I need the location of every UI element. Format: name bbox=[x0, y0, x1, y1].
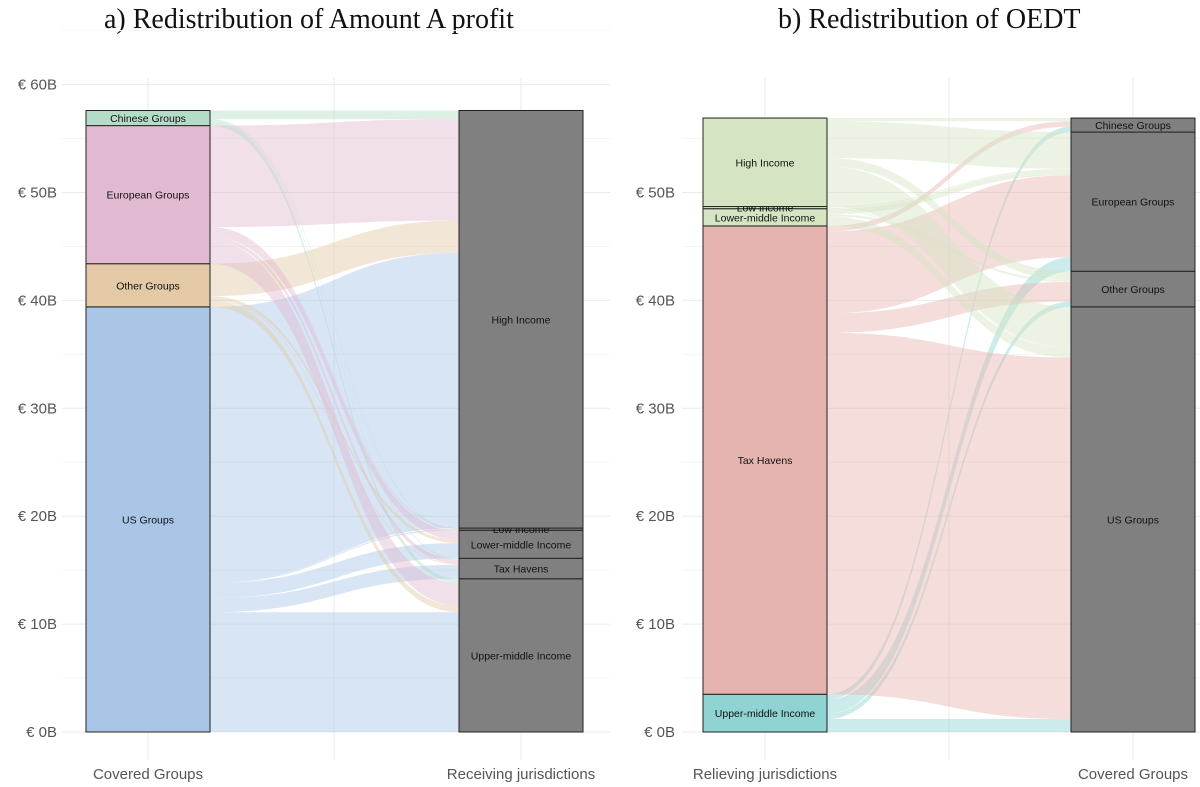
flow-other-groups-to-high-income bbox=[210, 220, 459, 297]
flow-us-groups-to-low-income bbox=[210, 529, 459, 584]
node-label-lower-middle-income: Lower-middle Income bbox=[471, 539, 572, 551]
node-label-chinese-groups: Chinese Groups bbox=[110, 113, 186, 125]
flow-other-groups-to-upper-middle-income bbox=[210, 300, 459, 613]
node-label-chinese-groups: Chinese Groups bbox=[1095, 120, 1171, 132]
flow-us-groups-to-high-income bbox=[210, 252, 459, 583]
node-label-us-groups: US Groups bbox=[122, 514, 174, 526]
node-high-income bbox=[458, 109, 584, 529]
node-high-income bbox=[702, 117, 828, 208]
flow-chinese-groups-to-upper-middle-income bbox=[210, 121, 459, 584]
y-tick-label: € 60B bbox=[18, 77, 57, 94]
node-label-tax-havens: Tax Havens bbox=[738, 455, 793, 467]
node-chinese-groups bbox=[85, 109, 211, 127]
chart-title-b: b) Redistribution of OEDT bbox=[778, 4, 1081, 35]
node-label-european-groups: European Groups bbox=[107, 190, 190, 202]
flow-high-income-to-european-groups bbox=[827, 121, 1071, 169]
flow-european-groups-to-low-income bbox=[210, 227, 459, 530]
node-label-european-groups: European Groups bbox=[1092, 197, 1175, 209]
y-tick-label: € 50B bbox=[18, 185, 57, 202]
node-chinese-groups bbox=[1070, 117, 1196, 133]
y-tick-label: € 50B bbox=[636, 185, 675, 202]
y-tick-label: € 10B bbox=[18, 616, 57, 633]
flow-chinese-groups-to-tax-havens bbox=[210, 120, 459, 560]
flow-tax-havens-to-us-groups bbox=[827, 332, 1071, 720]
flow-us-groups-to-tax-havens bbox=[210, 564, 459, 613]
flow-low-income-to-us-groups bbox=[827, 207, 1071, 348]
flow-european-groups-to-high-income bbox=[210, 119, 459, 228]
right-nodes: US Groups Other Groups European Groups Chin… bbox=[1070, 117, 1196, 733]
node-label-upper-middle-income: Upper-middle Income bbox=[715, 708, 816, 720]
node-label-upper-middle-income: Upper-middle Income bbox=[471, 650, 572, 662]
node-us-groups bbox=[85, 306, 211, 733]
flow-low-income-to-european-groups bbox=[827, 168, 1071, 208]
flow-high-income-to-other-groups bbox=[827, 157, 1071, 280]
chart-title-a: a) Redistribution of Amount A profit bbox=[104, 4, 514, 35]
flow-tax-havens-to-european-groups bbox=[827, 175, 1071, 314]
node-label-high-income: High Income bbox=[736, 157, 795, 169]
flow-upper-middle-income-to-other-groups bbox=[827, 301, 1071, 720]
y-tick-label: € 20B bbox=[636, 508, 675, 525]
flow-other-groups-to-lower-middle-income bbox=[210, 296, 459, 544]
flow-upper-middle-income-to-us-groups bbox=[827, 719, 1071, 732]
panel-a-sankey: € 0B € 10B € 20B € 30B € 40B € 50B € 60B Covere… bbox=[18, 30, 610, 783]
node-other-groups bbox=[1070, 270, 1196, 308]
flow-high-income-to-us-groups bbox=[827, 166, 1071, 347]
node-label-lower-middle-income: Lower-middle Income bbox=[715, 212, 816, 224]
y-tick-label: € 10B bbox=[636, 616, 675, 633]
flow-chinese-groups-to-high-income bbox=[210, 110, 459, 120]
flow-european-groups-to-lower-middle-income bbox=[210, 228, 459, 540]
flow-lower-middle-income-to-other-groups bbox=[827, 214, 1071, 283]
y-tick-label: € 40B bbox=[636, 292, 675, 309]
x-category-label: Receiving jurisdictions bbox=[447, 766, 595, 783]
flow-upper-middle-income-to-chinese-groups bbox=[827, 126, 1071, 700]
node-us-groups bbox=[1070, 306, 1196, 733]
panel-b-sankey: € 0B € 10B € 20B € 30B € 40B € 50B Relieving j… bbox=[636, 78, 1200, 783]
left-nodes: Upper-middle Income Tax Havens Lower-middl… bbox=[702, 117, 828, 733]
flow-upper-middle-income-to-european-groups bbox=[827, 257, 1071, 714]
node-tax-havens bbox=[702, 225, 828, 695]
right-nodes: Upper-middle Income Tax Havens Lower-middl… bbox=[458, 109, 584, 733]
flows bbox=[827, 118, 1071, 732]
node-european-groups bbox=[85, 125, 211, 265]
flow-other-groups-to-tax-havens bbox=[210, 299, 459, 565]
flow-us-groups-to-upper-middle-income bbox=[210, 612, 459, 732]
flow-lower-middle-income-to-us-groups bbox=[827, 216, 1071, 358]
y-tick-label: € 0B bbox=[26, 724, 57, 741]
node-lower-middle-income bbox=[458, 529, 584, 559]
flow-high-income-to-chinese-groups bbox=[827, 118, 1071, 122]
x-category-label: Covered Groups bbox=[93, 766, 203, 783]
y-tick-label: € 30B bbox=[636, 400, 675, 417]
node-label-high-income: High Income bbox=[492, 314, 551, 326]
node-upper-middle-income bbox=[458, 578, 584, 733]
node-label-other-groups: Other Groups bbox=[116, 280, 180, 292]
left-nodes: US Groups Other Groups European Groups Chin… bbox=[85, 109, 211, 733]
flow-lower-middle-income-to-european-groups bbox=[827, 169, 1071, 215]
x-category-label: Relieving jurisdictions bbox=[693, 766, 837, 783]
flow-european-groups-to-upper-middle-income bbox=[210, 241, 459, 606]
flow-tax-havens-to-chinese-groups bbox=[827, 121, 1071, 232]
flow-chinese-groups-to-lower-middle-income bbox=[210, 119, 459, 532]
node-other-groups bbox=[85, 263, 211, 308]
x-category-label: Covered Groups bbox=[1078, 766, 1188, 783]
flows bbox=[210, 110, 459, 732]
node-label-tax-havens: Tax Havens bbox=[494, 564, 549, 576]
y-tick-label: € 30B bbox=[18, 400, 57, 417]
flow-us-groups-to-lower-middle-income bbox=[210, 543, 459, 599]
y-tick-label: € 0B bbox=[644, 724, 675, 741]
node-label-other-groups: Other Groups bbox=[1101, 284, 1165, 296]
flow-tax-havens-to-other-groups bbox=[827, 282, 1071, 333]
y-tick-label: € 40B bbox=[18, 292, 57, 309]
node-label-us-groups: US Groups bbox=[1107, 514, 1159, 526]
flow-european-groups-to-tax-havens bbox=[210, 236, 459, 564]
y-tick-label: € 20B bbox=[18, 508, 57, 525]
